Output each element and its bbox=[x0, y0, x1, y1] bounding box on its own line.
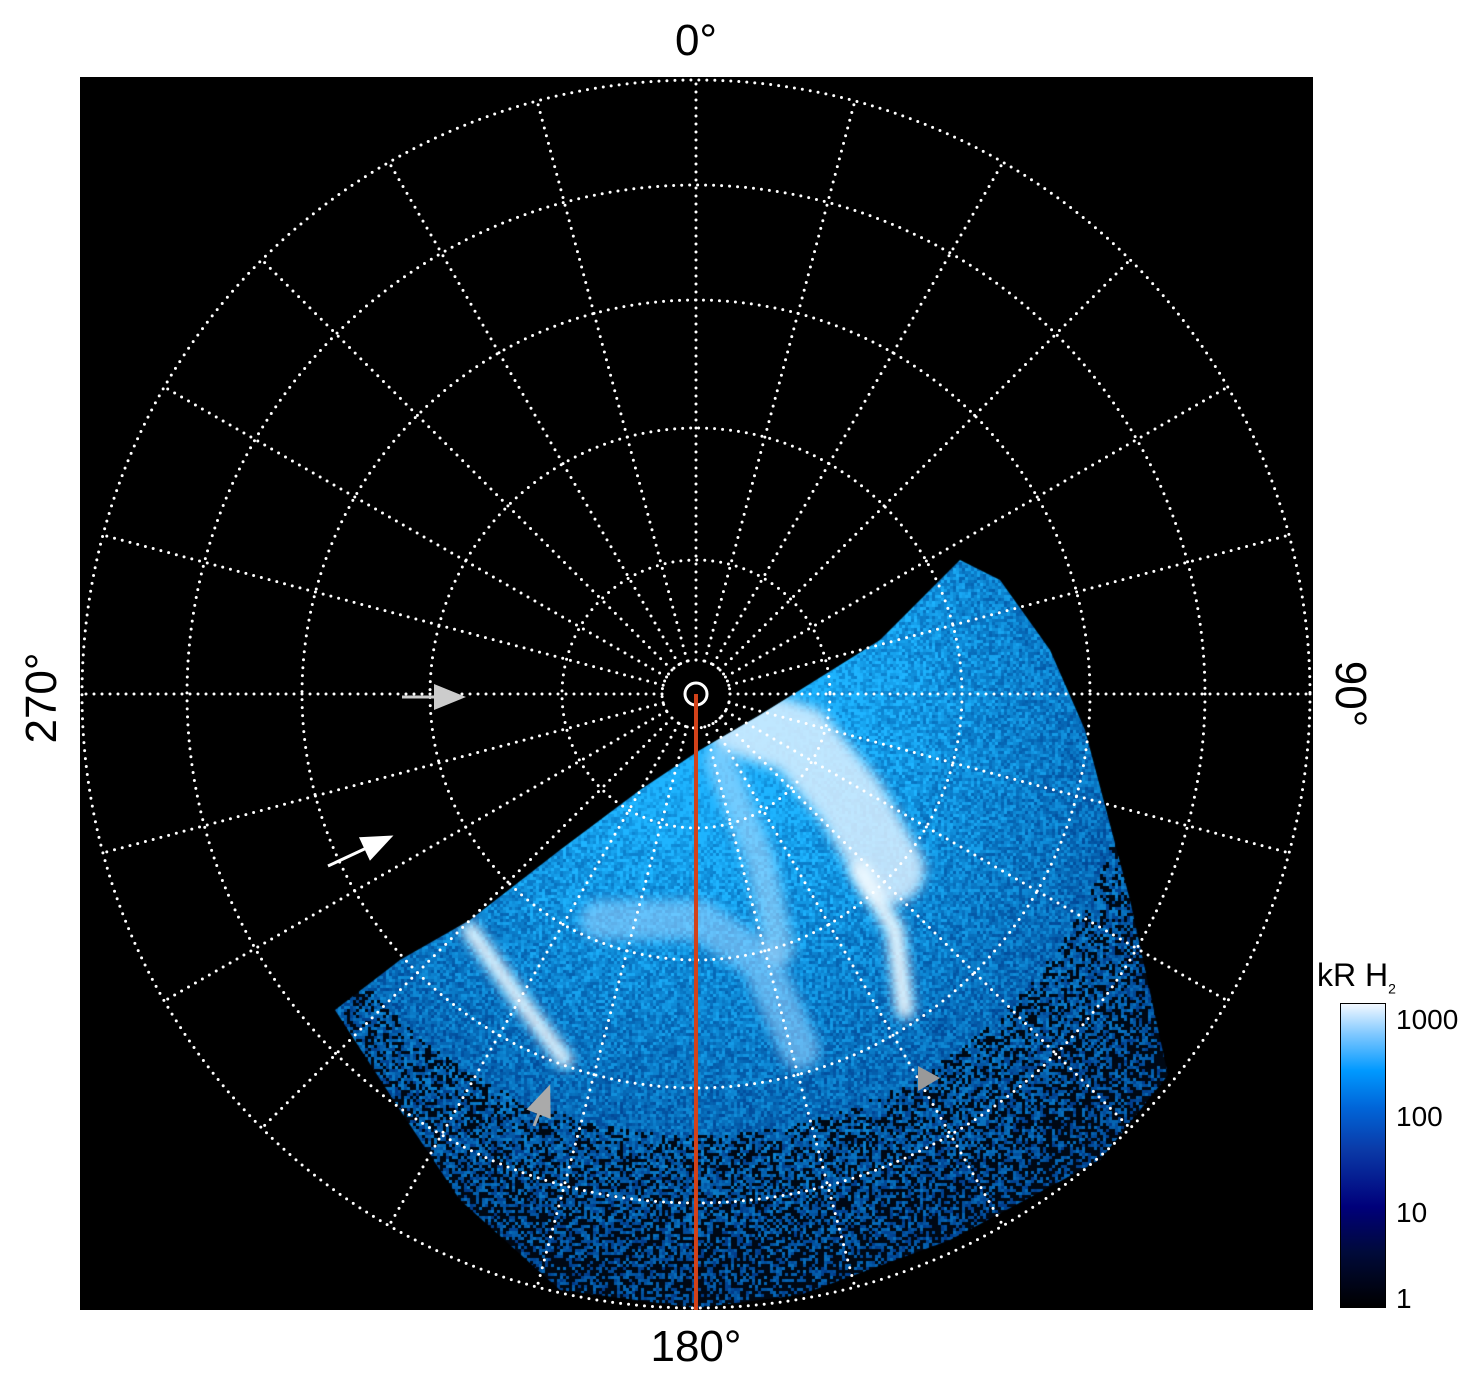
meridian-line bbox=[260, 258, 674, 672]
meridian-line bbox=[723, 385, 1230, 679]
longitude-label-180: 180° bbox=[650, 1322, 742, 1371]
meridian-line bbox=[718, 258, 1132, 672]
meridian-line bbox=[703, 99, 857, 663]
colorbar-tick-100: 100 bbox=[1396, 1101, 1443, 1132]
meridian-line bbox=[723, 709, 1230, 1003]
meridian-line bbox=[387, 721, 681, 1228]
meridian-line bbox=[711, 721, 1005, 1228]
polar-grid bbox=[80, 78, 1312, 1310]
polar-aurora-map bbox=[80, 77, 1313, 1310]
arrow-white-icon bbox=[358, 835, 394, 861]
latitude-ring bbox=[80, 78, 1312, 1310]
colorbar-tick-10: 10 bbox=[1396, 1197, 1428, 1228]
meridian-line bbox=[387, 160, 681, 667]
meridian-line bbox=[101, 533, 665, 687]
colorbar-tick-1000: 1000 bbox=[1396, 1004, 1459, 1035]
meridian-line bbox=[162, 385, 669, 679]
arrow-gray-up-icon bbox=[526, 1084, 551, 1119]
meridian-line bbox=[711, 160, 1005, 667]
latitude-ring bbox=[560, 558, 832, 830]
meridian-line bbox=[260, 716, 674, 1130]
arrow-gray-right-icon bbox=[434, 684, 466, 710]
longitude-label-90: 90° bbox=[1326, 660, 1375, 728]
longitude-label-270: 270° bbox=[17, 652, 66, 744]
meridian-line bbox=[162, 709, 669, 1003]
meridian-line bbox=[718, 716, 1132, 1130]
colorbar bbox=[1340, 1003, 1386, 1308]
meridian-line bbox=[101, 701, 665, 855]
meridian-line bbox=[727, 701, 1291, 855]
meridian-line bbox=[535, 99, 689, 663]
colorbar-title: kR H2 bbox=[1317, 957, 1396, 997]
meridian-line bbox=[703, 725, 857, 1289]
triangle-marker-icon bbox=[918, 1066, 940, 1091]
meridian-line bbox=[535, 725, 689, 1289]
meridian-line bbox=[727, 533, 1291, 687]
longitude-label-0: 0° bbox=[674, 16, 718, 65]
colorbar-tick-1: 1 bbox=[1396, 1283, 1412, 1314]
